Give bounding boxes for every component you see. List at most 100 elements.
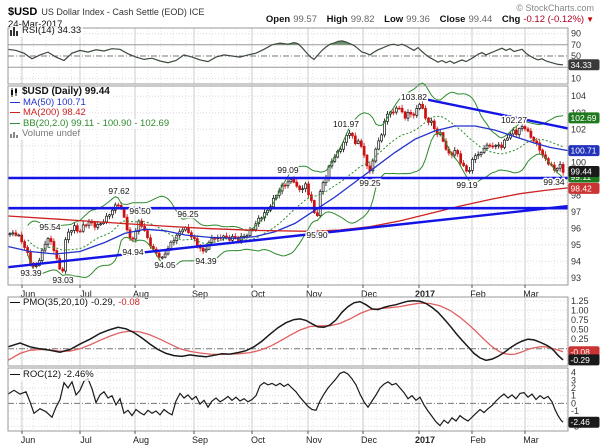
rsi-legend: RSI(14) 34.33 [10, 25, 84, 37]
pmo-legend: — PMO(35,20,10) -0.29, -0.08 [10, 297, 142, 309]
svg-text:2017: 2017 [415, 289, 435, 299]
svg-text:Mar: Mar [523, 435, 539, 445]
stockcharts-credit: © StockCharts.com [516, 3, 594, 13]
svg-text:Nov: Nov [306, 289, 323, 299]
chg-value: -0.12 (-0.12%) [523, 14, 585, 25]
svg-text:93.39: 93.39 [20, 268, 42, 278]
svg-text:Sep: Sep [192, 435, 208, 445]
svg-text:99.25: 99.25 [359, 178, 381, 188]
svg-text:Dec: Dec [361, 289, 378, 299]
svg-text:99.44: 99.44 [571, 167, 593, 177]
indicator-chart-icon [10, 26, 18, 36]
svg-text:93: 93 [571, 273, 581, 283]
pmo-legend-label: PMO(35,20,10) [23, 297, 88, 308]
bb-swatch-icon: — [10, 117, 20, 129]
svg-text:70: 70 [571, 40, 581, 50]
svg-text:99.09: 99.09 [277, 165, 299, 175]
close-value: 99.44 [468, 14, 493, 25]
pmo-value-1: -0.29, [90, 297, 116, 308]
volume-bars-icon [10, 132, 18, 139]
svg-text:0.25: 0.25 [571, 334, 589, 344]
svg-text:3: 3 [571, 375, 576, 385]
svg-text:-0.08: -0.08 [571, 347, 591, 357]
svg-text:104: 104 [571, 91, 586, 101]
close-label: Close [439, 14, 466, 25]
svg-text:34.33: 34.33 [571, 60, 593, 70]
svg-text:10: 10 [571, 73, 581, 83]
low-label: Low [384, 14, 404, 25]
high-value: 99.82 [350, 14, 375, 25]
svg-text:95.90: 95.90 [306, 230, 328, 240]
svg-text:98: 98 [571, 190, 581, 200]
svg-text:96: 96 [571, 223, 581, 233]
svg-text:97.62: 97.62 [108, 186, 130, 196]
svg-text:90: 90 [571, 29, 581, 39]
quote-row: 24-Mar-2017 Open 99.57 High 99.82 Low 99.36… [8, 14, 594, 32]
chart-header: $USD US Dollar Index - Cash Settle (EOD) … [8, 2, 594, 20]
svg-text:Jul: Jul [80, 435, 92, 445]
ticker-name: US Dollar Index - Cash Settle (EOD) ICE [41, 7, 205, 17]
svg-text:Feb: Feb [470, 289, 486, 299]
svg-text:100.71: 100.71 [571, 146, 597, 156]
svg-text:99.19: 99.19 [456, 180, 478, 190]
svg-text:102.69: 102.69 [571, 113, 597, 123]
volume-legend-label: Volume undef [22, 128, 81, 139]
pmo-value-2: -0.08 [118, 297, 140, 308]
roc-legend: — ROC(12) -2.46% [10, 369, 96, 381]
svg-text:0.75: 0.75 [571, 315, 589, 325]
bb-legend-label: BB(20,2.0) 99.11 - 100.90 - 102.69 [23, 117, 170, 129]
ma50-swatch-icon: — [10, 96, 20, 108]
svg-text:94.39: 94.39 [195, 256, 217, 266]
low-value: 99.36 [406, 14, 430, 25]
svg-text:96.50: 96.50 [129, 206, 151, 216]
svg-text:94.94: 94.94 [122, 247, 144, 257]
svg-text:1.25: 1.25 [571, 296, 589, 306]
svg-text:-2.46: -2.46 [571, 417, 591, 427]
svg-text:1.00: 1.00 [571, 305, 589, 315]
svg-text:Aug: Aug [133, 289, 149, 299]
svg-text:101.97: 101.97 [333, 119, 359, 129]
svg-text:97: 97 [571, 207, 581, 217]
rsi-legend-label: RSI(14) 34.33 [22, 25, 82, 36]
svg-text:Mar: Mar [523, 289, 539, 299]
svg-text:94: 94 [571, 256, 581, 266]
svg-text:102.27: 102.27 [501, 115, 527, 125]
chart-date: 24-Mar-2017 [8, 19, 63, 30]
svg-text:Sep: Sep [192, 289, 208, 299]
ticker-symbol: $USD [8, 6, 38, 18]
main-legend: $USD (Daily) 99.44 — MA(50) 100.71 — MA(… [10, 86, 172, 140]
svg-text:Nov: Nov [306, 435, 323, 445]
svg-text:Feb: Feb [470, 435, 486, 445]
svg-text:94.05: 94.05 [154, 260, 176, 270]
svg-text:2: 2 [571, 383, 576, 393]
svg-text:-1: -1 [571, 406, 579, 416]
svg-text:Dec: Dec [361, 435, 378, 445]
svg-text:96.25: 96.25 [177, 209, 199, 219]
svg-text:2017: 2017 [415, 435, 435, 445]
svg-text:0.50: 0.50 [571, 325, 589, 335]
svg-text:Jun: Jun [21, 289, 36, 299]
candlestick-icon [11, 87, 17, 97]
high-label: High [326, 14, 348, 25]
ma50-legend-label: MA(50) 100.71 [23, 96, 86, 108]
svg-text:1: 1 [571, 391, 576, 401]
svg-text:Oct: Oct [251, 289, 266, 299]
svg-text:100: 100 [571, 157, 586, 167]
svg-text:102: 102 [571, 124, 586, 134]
svg-text:98.42: 98.42 [571, 183, 593, 193]
roc-legend-label: ROC(12) -2.46% [23, 369, 94, 380]
svg-text:103.82: 103.82 [401, 92, 427, 102]
svg-text:95: 95 [571, 240, 581, 250]
chg-label: Chg [501, 14, 521, 25]
roc-swatch-icon: — [10, 369, 20, 380]
svg-text:93.03: 93.03 [52, 275, 74, 285]
ma200-swatch-icon: — [10, 107, 20, 118]
open-value: 99.57 [293, 14, 317, 25]
svg-text:4: 4 [571, 368, 576, 378]
svg-text:Jul: Jul [80, 289, 92, 299]
svg-text:Oct: Oct [251, 435, 266, 445]
pmo-swatch-icon: — [10, 297, 20, 308]
ma200-legend-label: MA(200) 98.42 [23, 107, 86, 118]
